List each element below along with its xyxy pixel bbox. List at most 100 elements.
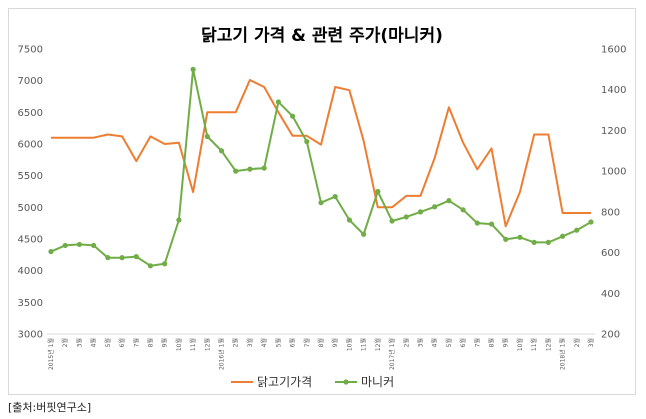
x-tick-label: 4월	[260, 338, 268, 347]
x-tick-label: 5월	[274, 338, 282, 347]
right-axis-ticks: 200 400 600 800 1000 1200 1400 1600	[601, 45, 626, 341]
series-point-2	[375, 188, 381, 195]
x-axis-ticks: 2015년 1월 2월 3월 4월 5월 6월 7월 8월 9월 10월 11월 12월 2016년 1…	[47, 338, 595, 370]
left-axis-ticks: 3000 3500 4000 4500 5000 5500 6000 6500 7000 7500	[18, 45, 43, 341]
x-tick-label: 5월	[104, 338, 112, 347]
x-tick-label: 6월	[289, 338, 297, 347]
left-tick-label: 3000	[18, 330, 43, 341]
series-point-2	[62, 242, 68, 249]
legend: 닭고기가격 마니커	[231, 375, 394, 389]
x-tick-label: 7월	[132, 338, 140, 347]
x-tick-label: 2017년 1월	[388, 338, 396, 370]
series-point-2	[488, 221, 495, 227]
x-tick-label: 12월	[203, 338, 211, 351]
x-tick-label: 2018년 1월	[559, 338, 567, 370]
series-point-2	[204, 133, 210, 140]
series-point-2	[389, 218, 395, 224]
legend-marker-2	[343, 379, 349, 385]
x-tick-label: 7월	[303, 338, 311, 347]
series-point-2	[545, 239, 551, 245]
series-line-1	[51, 79, 591, 228]
series-point-2	[190, 66, 196, 72]
x-tick-label: 4월	[90, 338, 98, 347]
x-tick-label: 3월	[587, 338, 595, 347]
series-point-2	[460, 207, 466, 213]
series-point-2	[133, 254, 139, 260]
x-tick-label: 2월	[232, 338, 240, 347]
left-tick-label: 5500	[18, 171, 43, 182]
series-point-2	[275, 99, 281, 105]
x-tick-label: 11월	[189, 338, 197, 351]
series-layer	[48, 66, 594, 269]
series-point-2	[403, 214, 409, 220]
x-tick-label: 12월	[544, 338, 552, 351]
x-tick-label: 8월	[146, 338, 154, 347]
series-point-2	[76, 241, 83, 248]
chart-canvas: 닭고기 가격 & 관련 주가(마니커) 3000 3500 4000 4500 5000…	[18, 26, 627, 389]
x-tick-label: 4월	[431, 338, 439, 347]
x-tick-label: 3월	[246, 338, 254, 347]
x-tick-label: 2015년 1월	[47, 338, 55, 370]
left-tick-label: 4500	[18, 235, 43, 246]
x-tick-label: 3월	[416, 338, 424, 347]
series-point-2	[105, 255, 111, 261]
series-point-2	[162, 261, 168, 267]
right-tick-label: 1600	[601, 45, 626, 56]
x-tick-label: 8월	[317, 338, 325, 347]
left-tick-label: 5000	[18, 203, 43, 214]
series-point-2	[218, 148, 225, 154]
left-tick-label: 7500	[18, 45, 43, 56]
right-tick-label: 1400	[601, 85, 626, 96]
chart-title: 닭고기 가격 & 관련 주가(마니커)	[201, 26, 443, 46]
x-tick-label: 11월	[530, 338, 538, 351]
source-note: [출처:버핏연구소]	[8, 401, 92, 414]
series-point-2	[91, 242, 97, 249]
series-point-2	[417, 209, 424, 215]
right-tick-label: 400	[601, 289, 620, 300]
legend-label-1: 닭고기가격	[257, 375, 312, 389]
series-point-2	[503, 236, 509, 242]
series-point-2	[574, 227, 580, 233]
series-point-2	[517, 234, 523, 240]
series-point-2	[176, 217, 182, 223]
series-point-2	[346, 217, 353, 223]
series-point-2	[48, 248, 54, 255]
series-point-2	[361, 231, 367, 237]
x-tick-label: 11월	[360, 338, 368, 351]
left-tick-label: 6500	[18, 108, 43, 119]
left-tick-label: 4000	[18, 266, 43, 277]
right-tick-label: 600	[601, 248, 620, 259]
series-point-2	[588, 219, 594, 225]
left-tick-label: 3500	[18, 298, 43, 309]
x-tick-label: 6월	[118, 338, 126, 347]
right-tick-label: 1000	[601, 167, 626, 178]
x-tick-label: 6월	[459, 338, 467, 347]
series-line-2	[50, 68, 592, 267]
x-tick-label: 2016년 1월	[218, 338, 226, 370]
series-point-2	[474, 220, 480, 226]
left-tick-label: 7000	[18, 76, 43, 87]
x-tick-label: 9월	[161, 338, 169, 347]
x-tick-label: 12월	[374, 338, 382, 351]
chart-frame: 닭고기 가격 & 관련 주가(마니커) 3000 3500 4000 4500 5000…	[8, 8, 636, 395]
series-point-2	[247, 166, 253, 172]
right-tick-label: 800	[601, 207, 620, 218]
legend-label-2: 마니커	[361, 375, 394, 389]
x-tick-label: 10월	[175, 338, 183, 351]
x-tick-label: 7월	[473, 338, 481, 347]
right-tick-label: 1200	[601, 126, 626, 137]
series-point-2	[446, 198, 452, 204]
series-point-2	[531, 239, 537, 245]
series-point-2	[304, 139, 310, 145]
x-tick-label: 2월	[402, 338, 410, 347]
series-point-2	[147, 263, 154, 269]
x-tick-label: 3월	[75, 338, 83, 347]
series-point-2	[318, 200, 324, 206]
x-tick-label: 2월	[61, 338, 69, 347]
x-tick-label: 2월	[573, 338, 581, 347]
right-tick-label: 200	[601, 330, 620, 341]
x-tick-label: 9월	[331, 338, 339, 347]
series-point-2	[233, 168, 239, 174]
x-tick-label: 10월	[345, 338, 353, 351]
left-tick-label: 6000	[18, 140, 43, 151]
